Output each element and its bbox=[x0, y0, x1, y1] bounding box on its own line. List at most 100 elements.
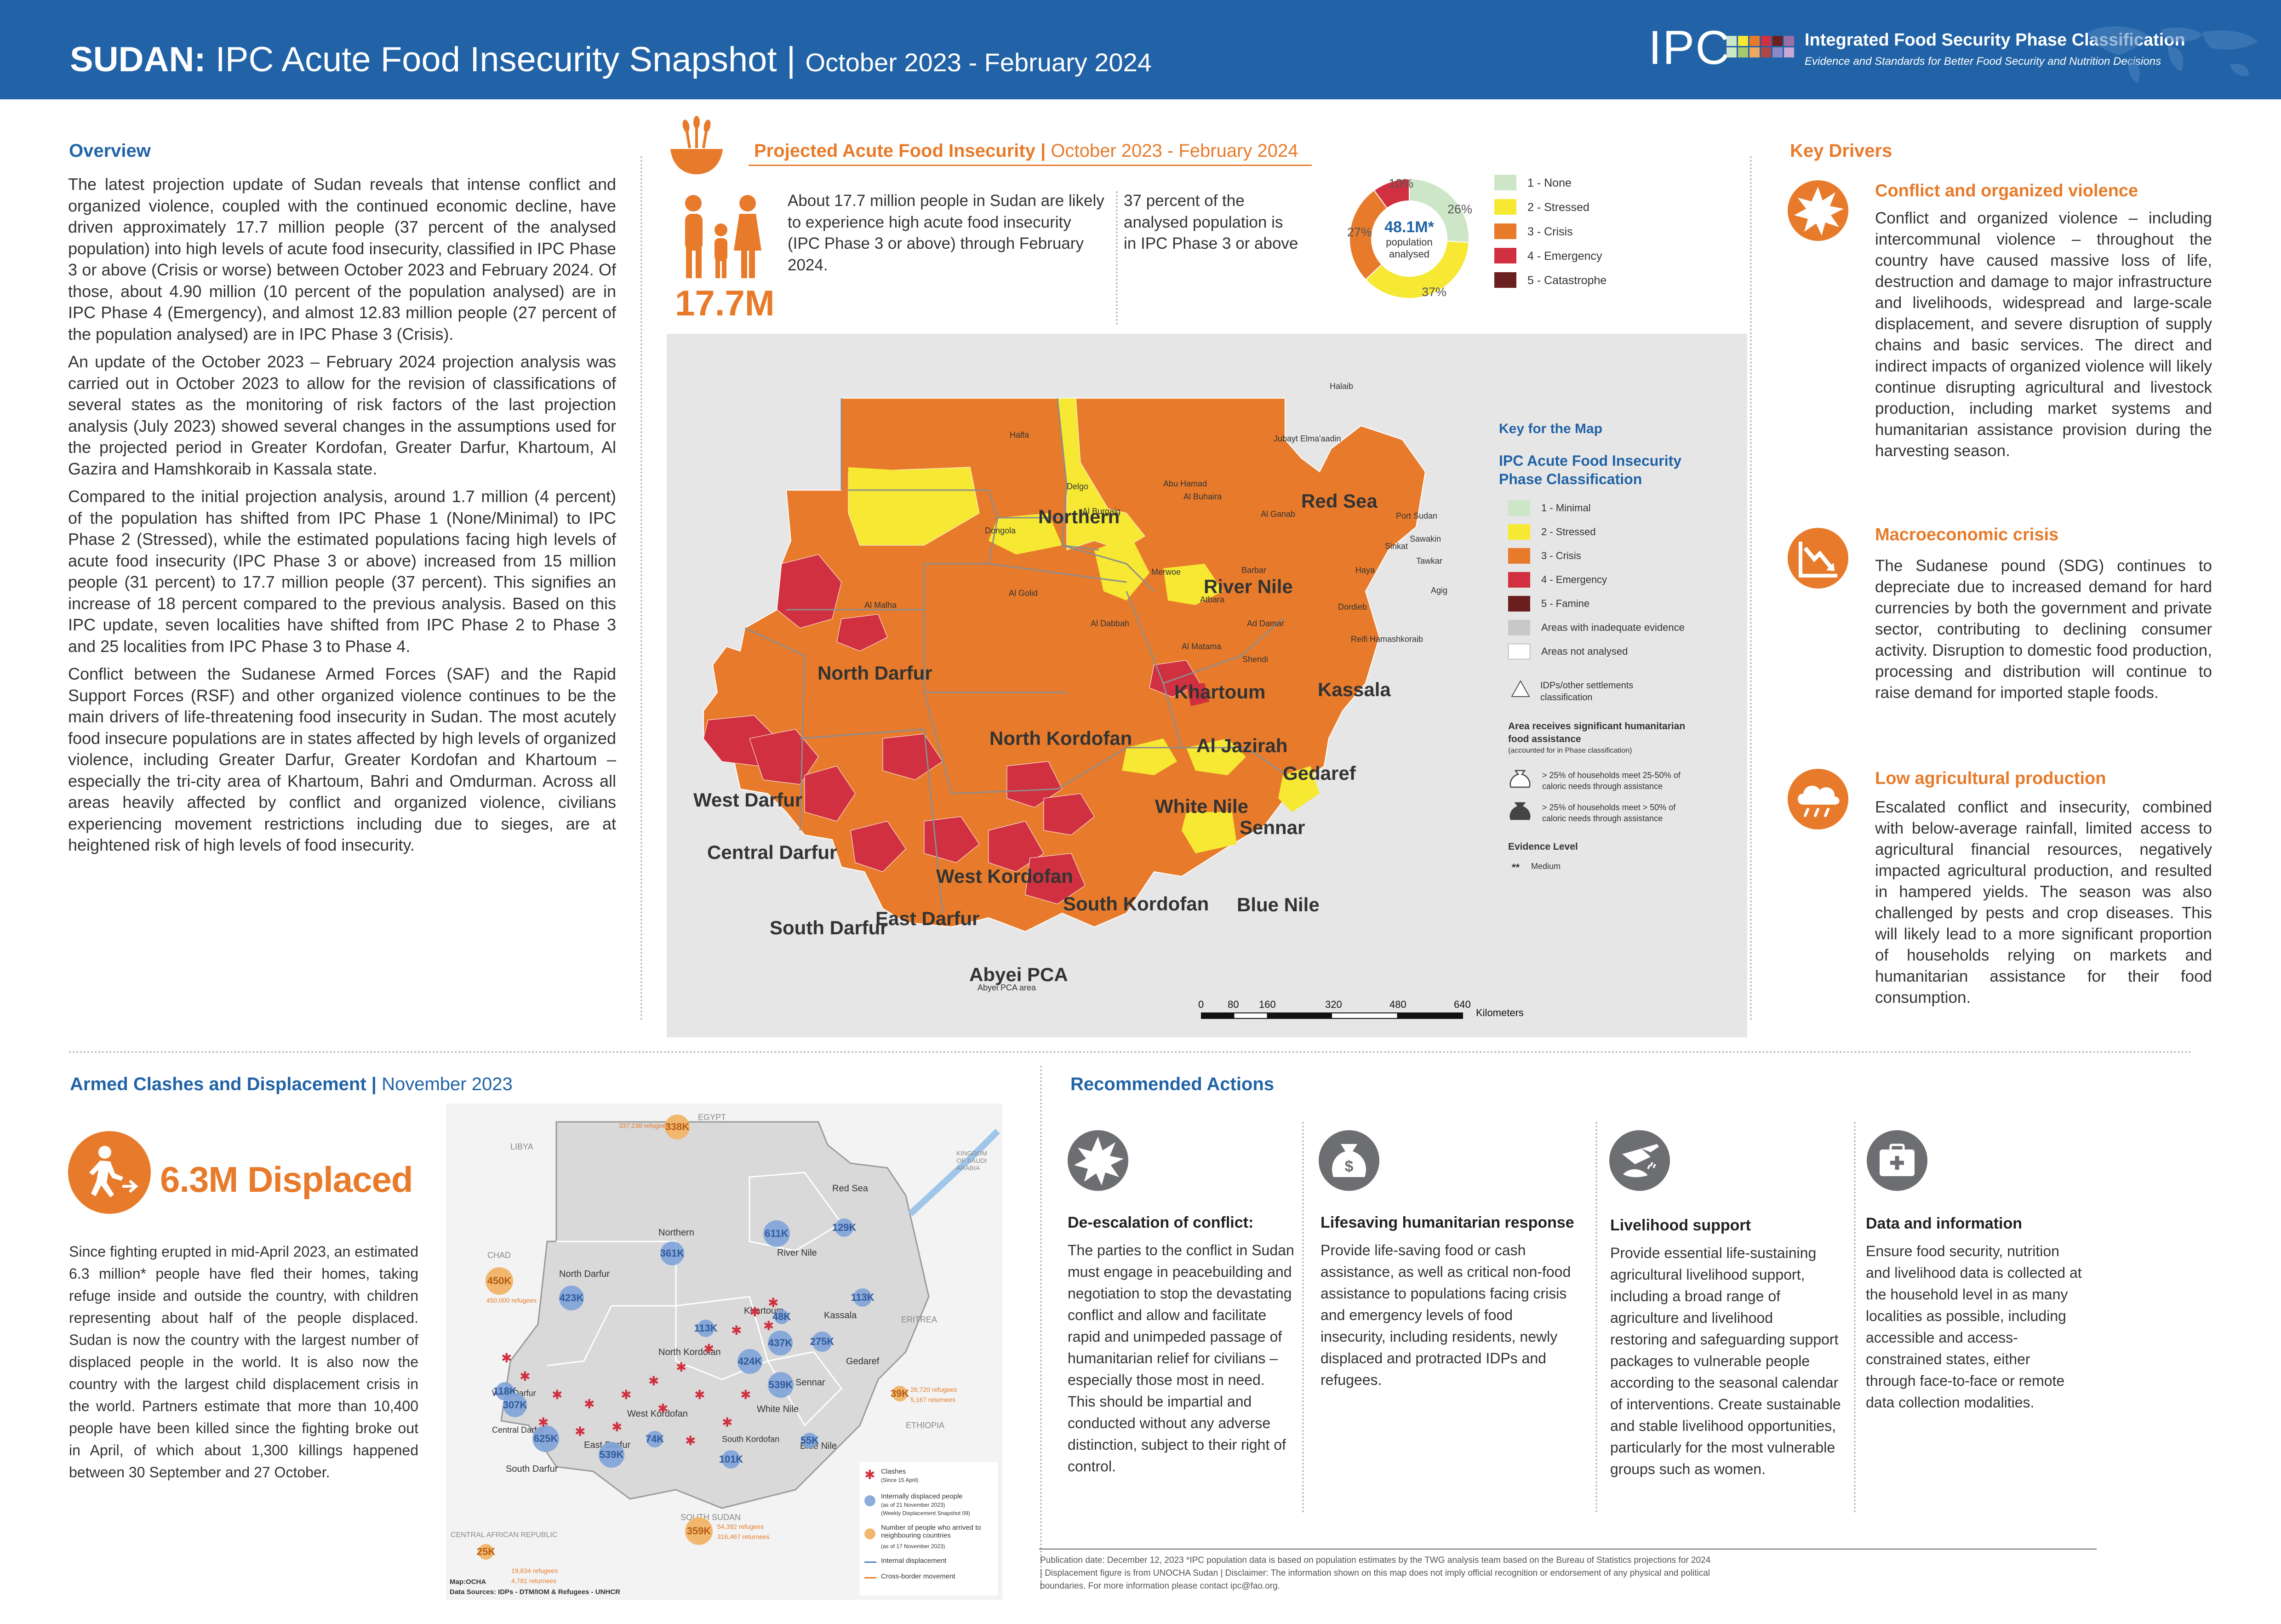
map-state-label: White Nile bbox=[1155, 795, 1249, 817]
scale-tick: 0 bbox=[1198, 999, 1204, 1010]
internal-arrow-icon bbox=[864, 1561, 876, 1563]
legend-label: 3 - Crisis bbox=[1527, 225, 1573, 238]
legend-swatch bbox=[1508, 596, 1530, 612]
map-state-label: East Darfur bbox=[875, 908, 980, 929]
legend-label: Internal displacement bbox=[881, 1557, 947, 1565]
map-locality-label: Al Ganab bbox=[1261, 509, 1296, 519]
clash-marker: ✱ bbox=[864, 1468, 875, 1482]
clash-marker: ✱ bbox=[621, 1388, 632, 1402]
overview-paragraph: The latest projection update of Sudan re… bbox=[68, 175, 617, 343]
clash-marker: ✱ bbox=[763, 1319, 774, 1333]
map-state-label: Central Darfur bbox=[492, 1425, 544, 1435]
legend-label: (as of 21 November 2023) bbox=[881, 1502, 945, 1508]
displacement-legend: ✱ Clashes (Since 15 April) Internally di… bbox=[860, 1462, 998, 1595]
refugee-note: 4,781 returnees bbox=[511, 1577, 557, 1584]
legend-label: (Since 15 April) bbox=[881, 1477, 919, 1483]
action-text: Provide life-saving food or cash assista… bbox=[1321, 1242, 1571, 1388]
map-state-label: Red Sea bbox=[832, 1184, 868, 1194]
map-locality-label: Jubayt Elma'aadin bbox=[1274, 434, 1341, 443]
overview-heading: Overview bbox=[69, 141, 151, 161]
map-locality-label: Al Buhaira bbox=[1183, 492, 1222, 501]
projected-big-number: 17.7M bbox=[675, 283, 775, 323]
legend-swatch bbox=[1494, 272, 1516, 288]
refugee-note: 450,000 refugees bbox=[486, 1297, 537, 1304]
map-state-label: West Kordofan bbox=[936, 865, 1073, 887]
legend-label: 1 - Minimal bbox=[1541, 502, 1591, 514]
data-source: Data Sources: IDPs - DTM/IOM & Refugees … bbox=[450, 1588, 620, 1596]
idp-bubble: 48K bbox=[772, 1309, 791, 1324]
action-title: Data and information bbox=[1866, 1215, 2023, 1232]
assistance-title: Area receives significant humanitarian f… bbox=[1508, 721, 1686, 744]
legend-idp-bubble bbox=[864, 1495, 875, 1506]
map-state-label: North Kordofan bbox=[989, 727, 1132, 749]
assistance-note: (accounted for in Phase classification) bbox=[1508, 747, 1632, 755]
map-state-label: West Kordofan bbox=[627, 1409, 688, 1419]
clash-marker: ✱ bbox=[731, 1323, 742, 1338]
map-key-legend: 1 - Minimal 2 - Stressed 3 - Crisis 4 - … bbox=[1508, 500, 1729, 675]
world-map-icon bbox=[2087, 26, 2258, 83]
evidence-stars: ** bbox=[1512, 862, 1520, 873]
map-locality-label: Reifi Hamashkoraib bbox=[1351, 635, 1423, 644]
displacement-text: Since fighting erupted in mid-April 2023… bbox=[69, 1243, 418, 1481]
map-state-label: North Darfur bbox=[559, 1269, 610, 1279]
map-source: Map:OCHA bbox=[450, 1578, 486, 1586]
action-divider bbox=[1302, 1122, 1304, 1513]
displacement-heading: Armed Clashes and Displacement | Novembe… bbox=[70, 1074, 513, 1094]
overview-paragraph: Conflict between the Sudanese Armed Forc… bbox=[68, 664, 616, 854]
map-state-label: Khartoum bbox=[1174, 681, 1266, 703]
scale-tick: 320 bbox=[1325, 999, 1342, 1010]
driver-text: Escalated conflict and insecurity, combi… bbox=[1875, 798, 2212, 1006]
legend-label: Areas not analysed bbox=[1541, 646, 1628, 657]
column-divider bbox=[1040, 1066, 1042, 1590]
action-title: Lifesaving humanitarian response bbox=[1321, 1214, 1574, 1231]
action-text: Provide essential life-sustaining agricu… bbox=[1610, 1245, 1841, 1477]
map-state-label: Blue Nile bbox=[1237, 894, 1320, 915]
country-label: CHAD bbox=[487, 1251, 511, 1260]
idp-bubble: 625K bbox=[532, 1425, 559, 1452]
clash-marker: ✱ bbox=[768, 1296, 779, 1310]
clash-marker: ✱ bbox=[648, 1374, 659, 1388]
key-drivers-heading: Key Drivers bbox=[1790, 141, 1892, 161]
rain-cloud-icon bbox=[1788, 769, 1848, 829]
map-locality-label: Sinkat bbox=[1385, 542, 1408, 551]
refugee-bubble: 450K bbox=[486, 1267, 513, 1295]
driver-text: The Sudanese pound (SDG) continues to de… bbox=[1875, 557, 2212, 702]
scale-bar bbox=[1201, 1012, 1463, 1019]
clash-marker: ✱ bbox=[740, 1388, 751, 1402]
legend-label: 2 - Stressed bbox=[1527, 201, 1589, 214]
clash-marker: ✱ bbox=[694, 1388, 705, 1402]
refugee-bubble: 25K bbox=[477, 1544, 495, 1560]
country-label: ETHIOPIA bbox=[906, 1421, 945, 1430]
legend-swatch bbox=[1494, 223, 1516, 239]
clash-marker: ✱ bbox=[703, 1342, 715, 1356]
displaced-headline: 6.3M Displaced bbox=[160, 1159, 413, 1200]
map-locality-label: Sawakin bbox=[1410, 534, 1441, 543]
refugee-note: 316,467 returnees bbox=[717, 1533, 770, 1540]
legend-swatch bbox=[1494, 175, 1516, 190]
clash-marker: ✱ bbox=[575, 1424, 586, 1439]
legend-swatch bbox=[1508, 500, 1530, 516]
legend-label: 2 - Stressed bbox=[1541, 526, 1596, 538]
country-label: CENTRAL AFRICAN REPUBLIC bbox=[451, 1531, 558, 1539]
projected-divider bbox=[1116, 191, 1118, 325]
clash-marker: ✱ bbox=[538, 1415, 549, 1430]
refugee-bubble: 338K bbox=[665, 1115, 690, 1139]
legend-label: 5 - Catastrophe bbox=[1527, 274, 1607, 287]
population-donut-chart bbox=[1349, 178, 1469, 299]
legend-label: 3 - Crisis bbox=[1541, 550, 1581, 561]
idp-triangle-icon bbox=[1511, 680, 1530, 697]
country-label: LIBYA bbox=[510, 1142, 533, 1151]
projected-heading-underline bbox=[749, 165, 1312, 166]
legend-label: (Weekly Displacement Snapshot 09) bbox=[881, 1510, 970, 1516]
refugee-note: 5,167 returnees bbox=[910, 1396, 956, 1403]
idp-bubble: 55K bbox=[800, 1433, 819, 1448]
legend-label: (as of 17 November 2023) bbox=[881, 1543, 945, 1550]
donut-pct-label: 10% bbox=[1389, 177, 1414, 190]
map-locality-label: Tawkar bbox=[1416, 556, 1443, 566]
country-label: ERITREA bbox=[901, 1315, 938, 1324]
map-state-label: South Darfur bbox=[506, 1464, 558, 1474]
driver-title: Macroeconomic crisis bbox=[1875, 525, 2059, 544]
legend-swatch bbox=[1508, 524, 1530, 540]
legend-label: 5 - Famine bbox=[1541, 598, 1590, 609]
idp-bubble: 361K bbox=[660, 1241, 684, 1265]
